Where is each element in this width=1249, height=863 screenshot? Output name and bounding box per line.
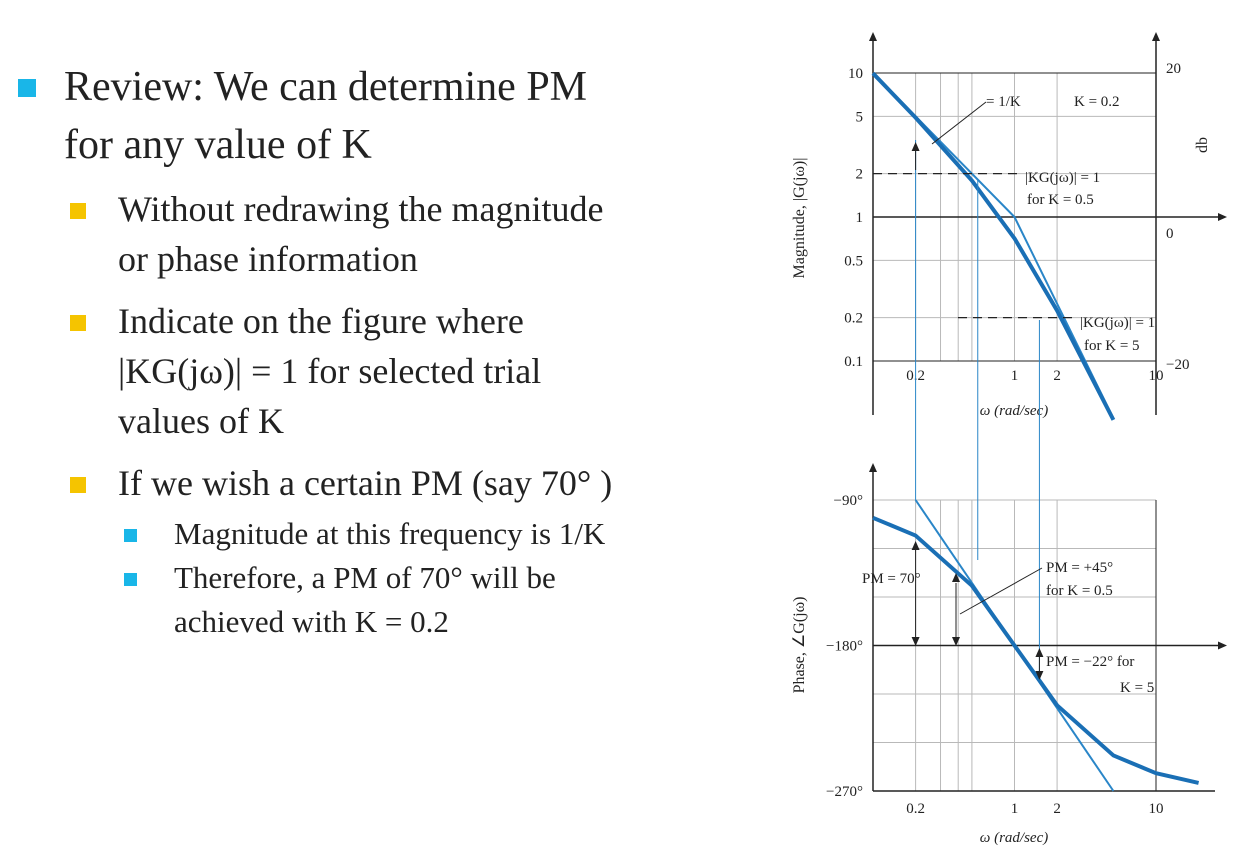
bullet-6: Therefore, a PM of 70° will be achieved … (124, 556, 774, 644)
db-axis-arrow-icon (1152, 32, 1160, 41)
y-tick-label: 0.5 (844, 253, 863, 269)
y-tick-label: 0.2 (844, 311, 863, 327)
bullet-1-line-2: for any value of K (64, 122, 372, 168)
pm22-up-arrow-icon (1035, 648, 1044, 657)
db-tick-label: −20 (1166, 357, 1189, 373)
bode-figure: 10 5 2 1 0.5 0.2 0.1 20 0 −20 0.2 1 2 10 ω (rad/sec) Ma… (791, 32, 1227, 846)
bullet-4: If we wish a certain PM (say 70° ) (70, 458, 774, 508)
y-tick-label: 1 (856, 210, 864, 226)
bullet-square-icon (70, 315, 86, 331)
label-kg1-k5: |KG(jω)| = 1 (1080, 315, 1155, 331)
pm45-up-arrow-icon (952, 573, 960, 582)
bullet-square-icon (70, 477, 86, 493)
bullet-list: Review: We can determine PM for any valu… (14, 58, 774, 644)
y-tick-label: −90° (834, 493, 863, 509)
label-one-over-k: = 1/K (986, 94, 1021, 110)
x-tick-label: 10 (1149, 801, 1164, 817)
db-tick-label: 20 (1166, 61, 1181, 77)
bullet-4-line-1: If we wish a certain PM (say 70° ) (118, 463, 613, 503)
phase-axes: −90° −180° −270° 0.2 1 2 10 ω (rad/sec) Phase, ∠… (791, 463, 1227, 846)
bullet-6-line-1: Therefore, a PM of 70° will be (174, 560, 556, 595)
bullet-5-line-1: Magnitude at this frequency is 1/K (174, 516, 606, 551)
magnitude-marks (871, 71, 1116, 421)
y-tick-label: 10 (848, 66, 863, 82)
x-tick-label: 10 (1149, 368, 1164, 384)
y-axis-label: Phase, ∠G(jω) (791, 597, 808, 694)
bullet-square-icon (124, 529, 137, 542)
bullet-3-line-1: Indicate on the figure where (118, 301, 524, 341)
db-tick-label: 0 (1166, 226, 1174, 242)
bullet-5: Magnitude at this frequency is 1/K (124, 512, 774, 556)
x-tick-label: 2 (1053, 801, 1061, 817)
phase-marks (872, 499, 1200, 792)
bullet-1: Review: We can determine PM for any valu… (14, 58, 774, 174)
x-axis-arrow-icon (1218, 213, 1227, 221)
y-tick-label: 2 (856, 167, 864, 183)
x-axis-arrow-icon (1218, 641, 1227, 650)
leader-one-over-k (931, 101, 987, 145)
x-axis-label: ω (rad/sec) (980, 403, 1049, 419)
bullet-3-line-3: values of K (118, 401, 284, 441)
pm70-up-arrow-icon (911, 541, 920, 550)
bullet-3: Indicate on the figure where |KG(jω)| = … (70, 296, 774, 446)
phase-curve-line (872, 515, 1200, 785)
label-k-value: K = 0.2 (1074, 94, 1120, 110)
pm70-down-arrow-icon (911, 637, 920, 646)
annotations: = 1/K K = 0.2 |KG(jω)| = 1 for K = 0.5 |KG(j… (862, 94, 1155, 696)
pm45-down-arrow-icon (952, 637, 960, 646)
label-pm22: PM = −22° for (1046, 654, 1134, 670)
y-tick-label: 0.1 (844, 354, 863, 370)
x-tick-label: 0.2 (906, 801, 925, 817)
label-kg1-k05-line2: for K = 0.5 (1027, 192, 1094, 208)
bullet-2-line-1: Without redrawing the magnitude (118, 189, 604, 229)
pm22-down-arrow-icon (1035, 671, 1044, 680)
label-pm45: PM = +45° (1046, 560, 1113, 576)
right-axis-label: db (1194, 137, 1211, 153)
label-pm70: PM = 70° (862, 571, 921, 587)
x-tick-label: 1 (1011, 368, 1019, 384)
x-tick-label: 2 (1053, 368, 1061, 384)
label-kg1-k5-line2: for K = 5 (1084, 338, 1140, 354)
bullet-square-icon (70, 203, 86, 219)
y-tick-label: −180° (826, 639, 863, 655)
label-pm45-line2: for K = 0.5 (1046, 583, 1113, 599)
y-tick-label: 5 (856, 109, 864, 125)
bullet-square-icon (18, 79, 36, 97)
bullet-1-line-1: Review: We can determine PM (64, 64, 588, 110)
magnitude-curve-line (871, 71, 1116, 421)
arrow-k02-icon (911, 142, 920, 151)
y-axis-label: Magnitude, |G(jω)| (791, 158, 808, 279)
y-axis-arrow-icon (869, 32, 877, 41)
bullet-2: Without redrawing the magnitude or phase… (70, 184, 774, 284)
bullet-2-line-2: or phase information (118, 239, 418, 279)
bullet-square-icon (124, 573, 137, 586)
bullet-3-line-2: |KG(jω)| = 1 for selected trial (118, 351, 542, 391)
label-kg1-k05: |KG(jω)| = 1 (1025, 170, 1100, 186)
y-axis-arrow-icon (869, 463, 877, 472)
label-pm22-line2: K = 5 (1120, 680, 1154, 696)
x-tick-label: 1 (1011, 801, 1019, 817)
bullet-6-line-2: achieved with K = 0.2 (174, 604, 449, 639)
x-axis-label: ω (rad/sec) (980, 830, 1049, 846)
magnitude-asymptote-line (872, 72, 1115, 419)
y-tick-label: −270° (826, 784, 863, 800)
leader-pm45 (959, 567, 1043, 615)
